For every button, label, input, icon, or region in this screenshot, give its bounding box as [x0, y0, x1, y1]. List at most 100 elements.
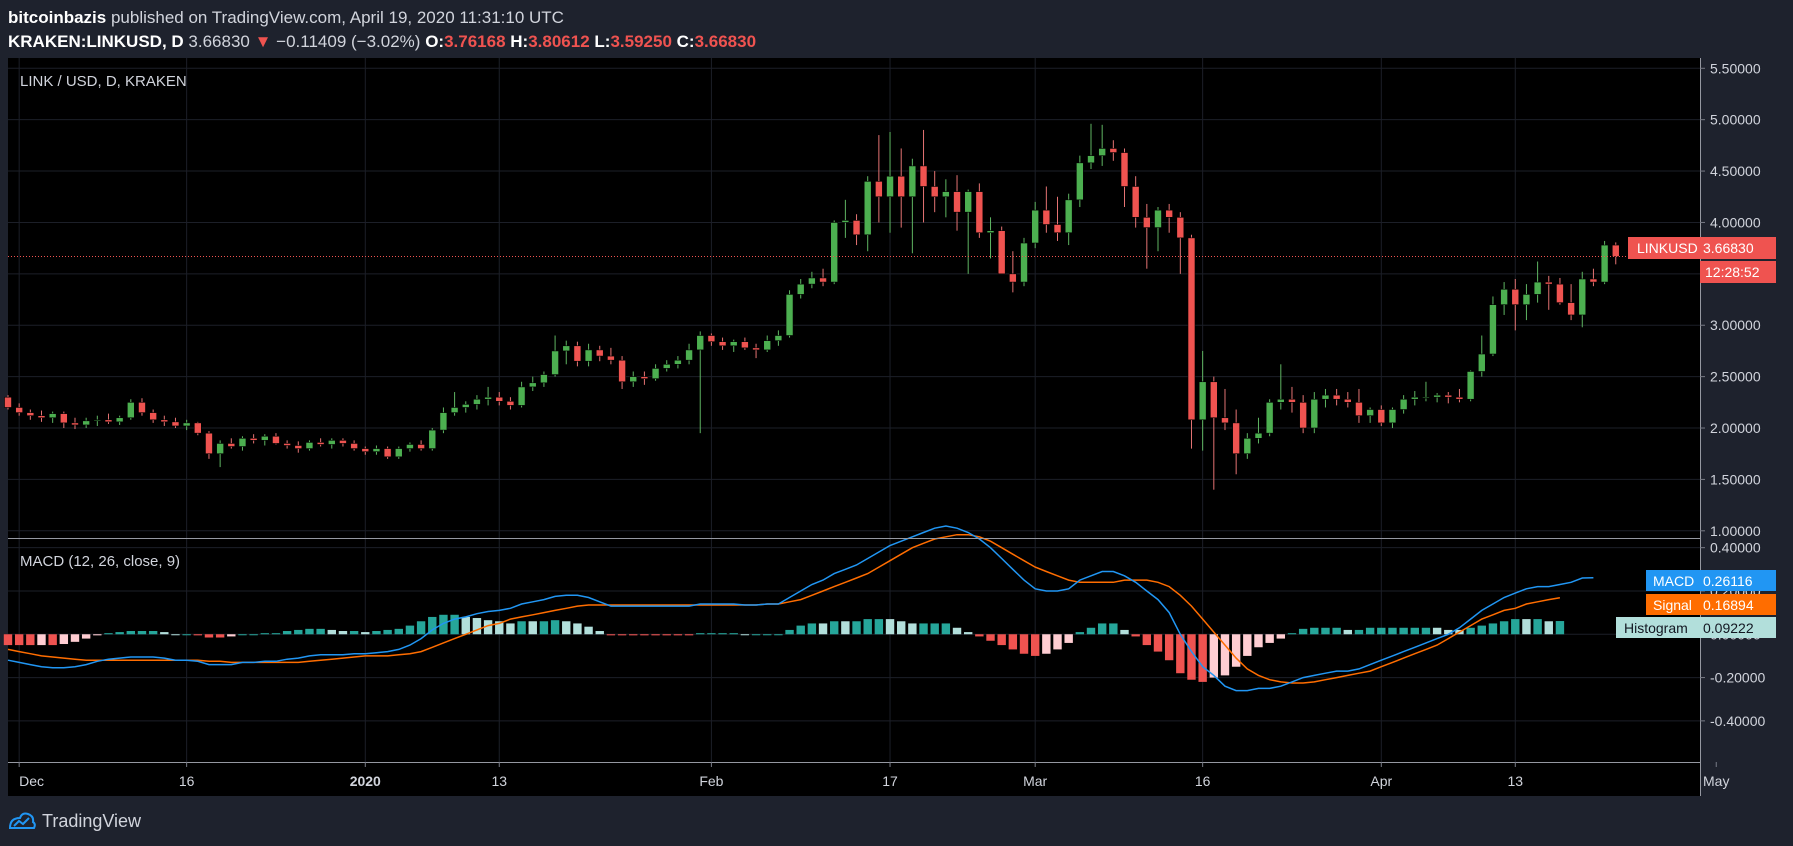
candle-body	[975, 191, 984, 234]
histogram-bar	[774, 634, 783, 636]
candle	[1466, 370, 1475, 402]
histogram-bar	[729, 633, 738, 635]
candle-body	[1277, 398, 1285, 403]
histogram-bar	[1377, 627, 1386, 635]
candle	[149, 409, 157, 423]
candle-body	[1198, 381, 1207, 421]
y-tick-label: 1.00000	[1710, 523, 1761, 539]
histogram-bar	[740, 634, 750, 636]
candle	[562, 340, 571, 365]
candle	[1098, 124, 1106, 166]
tradingview-logo-icon	[8, 812, 36, 829]
candle-body	[796, 283, 805, 295]
candle-body	[1165, 209, 1173, 218]
candle	[651, 364, 660, 381]
histogram-bar	[562, 621, 571, 635]
histogram-bar	[651, 634, 660, 636]
candle-body	[607, 355, 615, 361]
candle	[629, 371, 638, 387]
histogram-bar	[1522, 619, 1531, 635]
candle-body	[718, 341, 727, 347]
candle-body	[830, 222, 839, 283]
candle	[830, 220, 839, 285]
candle-body	[1422, 396, 1430, 399]
candle-body	[1477, 353, 1486, 372]
histogram-bar	[160, 632, 169, 635]
histogram-bar	[193, 634, 203, 636]
candle-body	[461, 404, 470, 408]
candle-body	[640, 376, 649, 379]
candle	[1187, 234, 1196, 449]
price-tag-symbol: LINKUSD	[1637, 240, 1698, 256]
candle-body	[1265, 402, 1274, 434]
candle	[160, 415, 169, 426]
histogram-bar	[919, 623, 928, 635]
macd-y-tick-label: -0.40000	[1710, 713, 1765, 729]
candle	[1399, 395, 1408, 414]
histogram-bar	[941, 623, 951, 635]
histogram-bar	[1008, 634, 1018, 650]
symbol-label: KRAKEN:LINKUSD, D	[8, 32, 184, 51]
candle	[662, 360, 671, 372]
histogram-bar	[215, 634, 225, 638]
candle-body	[1355, 402, 1363, 416]
candle-body	[1332, 394, 1341, 400]
candle	[1254, 417, 1263, 444]
candle	[1556, 277, 1564, 305]
candle	[1198, 350, 1207, 451]
candle-body	[997, 230, 1006, 275]
histogram-bar	[372, 631, 381, 635]
candle	[1544, 275, 1553, 310]
histogram-bar	[361, 632, 370, 635]
candle-body	[182, 422, 191, 427]
candle-body	[1377, 409, 1386, 424]
candle-body	[1299, 402, 1307, 429]
candle	[383, 446, 392, 459]
candle-body	[741, 341, 749, 349]
candle-body	[674, 359, 682, 365]
candle-body	[361, 448, 370, 452]
candle-body	[305, 442, 314, 449]
histogram-bar	[1533, 619, 1542, 635]
candle-body	[863, 181, 872, 236]
candle	[1243, 433, 1252, 459]
candle-body	[1410, 396, 1419, 400]
signal-value-tag: Signal 0.16894	[1646, 594, 1776, 615]
candle-body	[774, 335, 783, 341]
candle-body	[1143, 217, 1151, 228]
candle	[1232, 409, 1240, 475]
histogram-bar	[584, 626, 593, 635]
close-value: 3.66830	[694, 32, 757, 51]
candle	[986, 217, 995, 259]
footer-brand[interactable]: TradingView	[8, 808, 141, 834]
histogram-bar	[617, 634, 627, 636]
candle-body	[4, 396, 12, 408]
candle-body	[1466, 371, 1475, 400]
histogram-bar	[707, 633, 716, 635]
candle	[942, 179, 950, 218]
histogram-bar	[14, 634, 24, 646]
candle	[60, 411, 68, 429]
candle-body	[1098, 148, 1106, 156]
macd-y-tick-label: 0.40000	[1710, 540, 1761, 556]
histogram-bar	[70, 634, 80, 642]
candle	[752, 343, 760, 359]
signal-line	[7, 533, 1561, 684]
candle-body	[60, 413, 68, 424]
macd-value-tag: MACD 0.26116	[1646, 570, 1776, 591]
candle-body	[1567, 302, 1575, 316]
candle-body	[1455, 396, 1464, 400]
macd-histogram	[3, 614, 1565, 682]
candle	[93, 415, 102, 426]
low-value: 3.59250	[610, 32, 672, 51]
candle	[1310, 392, 1319, 434]
author-name[interactable]: bitcoinbazis	[8, 8, 107, 27]
histogram-bar	[629, 634, 638, 636]
candle-body	[104, 419, 113, 423]
candle	[205, 431, 213, 459]
candle-body	[1433, 394, 1441, 398]
candle-body	[149, 412, 157, 421]
candle	[1455, 388, 1464, 403]
candle-body	[1533, 281, 1542, 295]
candle-body	[908, 165, 917, 198]
